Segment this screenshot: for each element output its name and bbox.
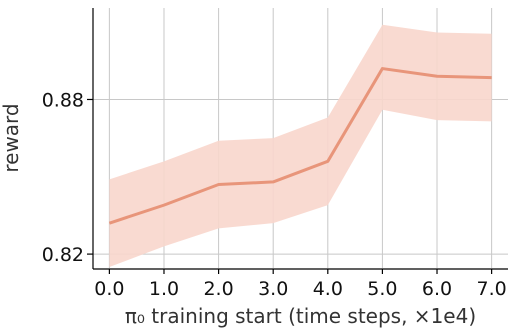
x-tick-label: 7.0: [477, 278, 507, 300]
axes: [92, 8, 508, 270]
y-axis-label: reward: [0, 103, 23, 172]
x-axis-label: π₀ training start (time steps, ×1e4): [125, 304, 476, 328]
x-tick-label: 4.0: [313, 278, 343, 300]
y-tick-label: 0.88: [42, 89, 84, 111]
x-tick-label: 6.0: [422, 278, 452, 300]
x-tick-label: 5.0: [367, 278, 397, 300]
y-axis-ticks: 0.82 0.88: [42, 89, 93, 266]
x-tick-label: 0.0: [94, 278, 124, 300]
x-axis-ticks: 0.0 1.0 2.0 3.0 4.0 5.0 6.0 7.0: [94, 269, 507, 300]
x-tick-label: 2.0: [203, 278, 233, 300]
y-tick-label: 0.82: [42, 244, 84, 266]
x-tick-label: 3.0: [258, 278, 288, 300]
confidence-band: [109, 24, 492, 267]
series-line: [108, 67, 492, 225]
x-tick-label: 1.0: [149, 278, 179, 300]
